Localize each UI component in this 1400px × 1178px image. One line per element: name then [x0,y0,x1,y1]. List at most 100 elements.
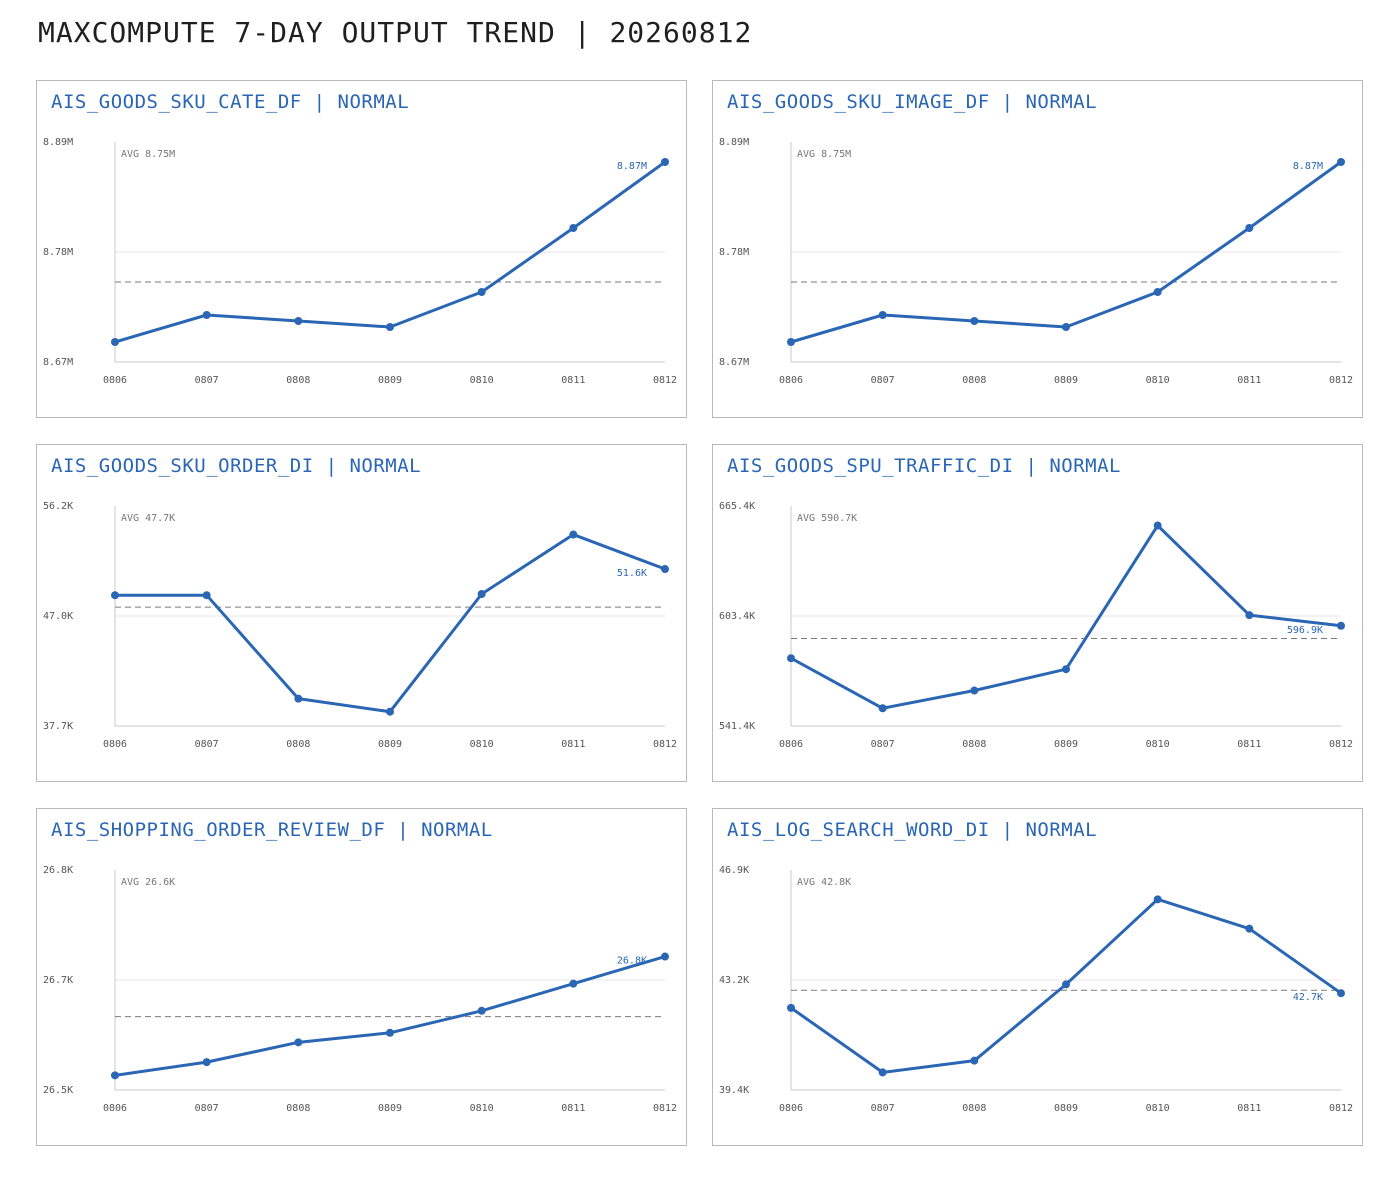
data-point [970,686,979,695]
last-value-label: 42.7K [1293,992,1323,1003]
x-tick-label: 0809 [1054,739,1078,750]
x-tick-label: 0808 [286,1103,310,1114]
x-tick-label: 0812 [653,739,677,750]
x-tick-label: 0812 [1329,375,1353,386]
data-point [878,1068,887,1077]
average-label: AVG 590.7K [797,513,857,524]
data-point [569,530,578,539]
data-point [477,288,486,296]
y-tick-label: 8.78M [719,247,749,258]
data-point [1337,621,1345,630]
data-point [661,565,669,574]
line-chart-search-word: 46.9K 43.2K 39.4K 0806 0807 0808 0809 0810 0811 0… [719,865,1353,1114]
chart-title: AIS_LOG_SEARCH_WORD_DI | NORMAL [727,819,1098,841]
x-tick-label: 0807 [871,375,895,386]
y-tick-label: 43.2K [719,975,749,986]
data-point [477,590,486,598]
y-tick-label: 37.7K [43,721,73,732]
y-tick-label: 26.8K [43,865,73,876]
y-tick-label: 47.0K [43,611,73,622]
x-tick-label: 0807 [871,739,895,750]
x-tick-label: 0807 [195,739,219,750]
chart-title: AIS_GOODS_SKU_CATE_DF | NORMAL [51,91,410,113]
series-line [790,524,1342,710]
series-line [114,955,666,1077]
x-tick-label: 0807 [195,1103,219,1114]
data-point [1153,895,1162,904]
series-line [115,533,666,714]
average-label: AVG 8.75M [121,149,175,160]
data-point [477,1006,486,1015]
average-label: AVG 26.6K [121,877,175,888]
x-tick-label: 0806 [779,739,803,750]
data-point [1245,224,1254,232]
data-point [787,1003,795,1012]
line-chart-spu-traffic: 665.4K 603.4K 541.4K 0806 0807 0808 0809 0810 08… [719,501,1353,750]
y-tick-label: 603.4K [719,611,755,622]
x-tick-label: 0806 [103,1103,127,1114]
data-point [1245,924,1254,933]
data-point [970,317,979,325]
data-point [386,1028,394,1037]
y-tick-label: 46.9K [719,865,749,876]
data-point [1245,611,1254,620]
average-label: AVG 8.75M [797,149,851,160]
y-tick-label: 26.7K [43,975,73,986]
x-tick-label: 0812 [653,1103,677,1114]
data-point [386,323,394,331]
x-tick-label: 0808 [962,375,986,386]
chart-panel-sku-cate: AIS_GOODS_SKU_CATE_DF | NORMAL 8.89M 8.78… [36,80,687,418]
data-point [1153,521,1162,530]
chart-title: AIS_GOODS_SKU_ORDER_DI | NORMAL [51,455,422,477]
data-point [1153,288,1162,296]
last-value-label: 26.8K [617,956,647,967]
y-tick-label: 8.67M [43,357,73,368]
x-tick-label: 0808 [286,739,310,750]
data-point [1062,665,1070,674]
y-tick-label: 56.2K [43,501,73,512]
y-tick-label: 8.67M [719,357,749,368]
y-tick-label: 541.4K [719,721,755,732]
x-tick-label: 0811 [1237,1103,1261,1114]
data-point [787,338,795,346]
chart-title: AIS_GOODS_SKU_IMAGE_DF | NORMAL [727,91,1098,113]
x-tick-label: 0809 [1054,375,1078,386]
data-point [569,224,578,232]
x-tick-label: 0811 [1237,375,1261,386]
x-tick-label: 0811 [561,375,585,386]
chart-title: AIS_GOODS_SPU_TRAFFIC_DI | NORMAL [727,455,1121,477]
x-tick-label: 0811 [561,739,585,750]
data-point [970,1056,979,1065]
data-point [878,704,887,713]
y-tick-label: 8.89M [43,137,73,148]
data-point [386,707,394,716]
x-tick-label: 0809 [378,375,402,386]
x-tick-label: 0812 [653,375,677,386]
y-tick-label: 8.89M [719,137,749,148]
data-point [202,1058,211,1067]
x-tick-label: 0809 [378,1103,402,1114]
data-point [294,317,303,325]
x-tick-label: 0810 [470,375,494,386]
last-value-label: 8.87M [617,161,647,172]
data-point [294,1038,303,1047]
y-tick-label: 665.4K [719,501,755,512]
x-tick-label: 0810 [1146,375,1170,386]
data-point [878,311,887,319]
chart-panel-order-review: AIS_SHOPPING_ORDER_REVIEW_DF | NORMAL 26… [36,808,687,1146]
data-point [111,1071,119,1080]
data-point [1337,158,1345,166]
data-point [787,654,795,663]
data-point [569,979,578,988]
x-tick-label: 0812 [1329,739,1353,750]
data-point [661,952,669,961]
y-tick-label: 26.5K [43,1085,73,1096]
chart-panel-sku-image: AIS_GOODS_SKU_IMAGE_DF | NORMAL 8.89M 8.7… [712,80,1363,418]
x-tick-label: 0809 [378,739,402,750]
y-tick-label: 39.4K [719,1085,749,1096]
x-tick-label: 0808 [962,1103,986,1114]
x-tick-label: 0806 [779,375,803,386]
x-tick-label: 0812 [1329,1103,1353,1114]
x-tick-label: 0811 [561,1103,585,1114]
x-tick-label: 0806 [103,375,127,386]
